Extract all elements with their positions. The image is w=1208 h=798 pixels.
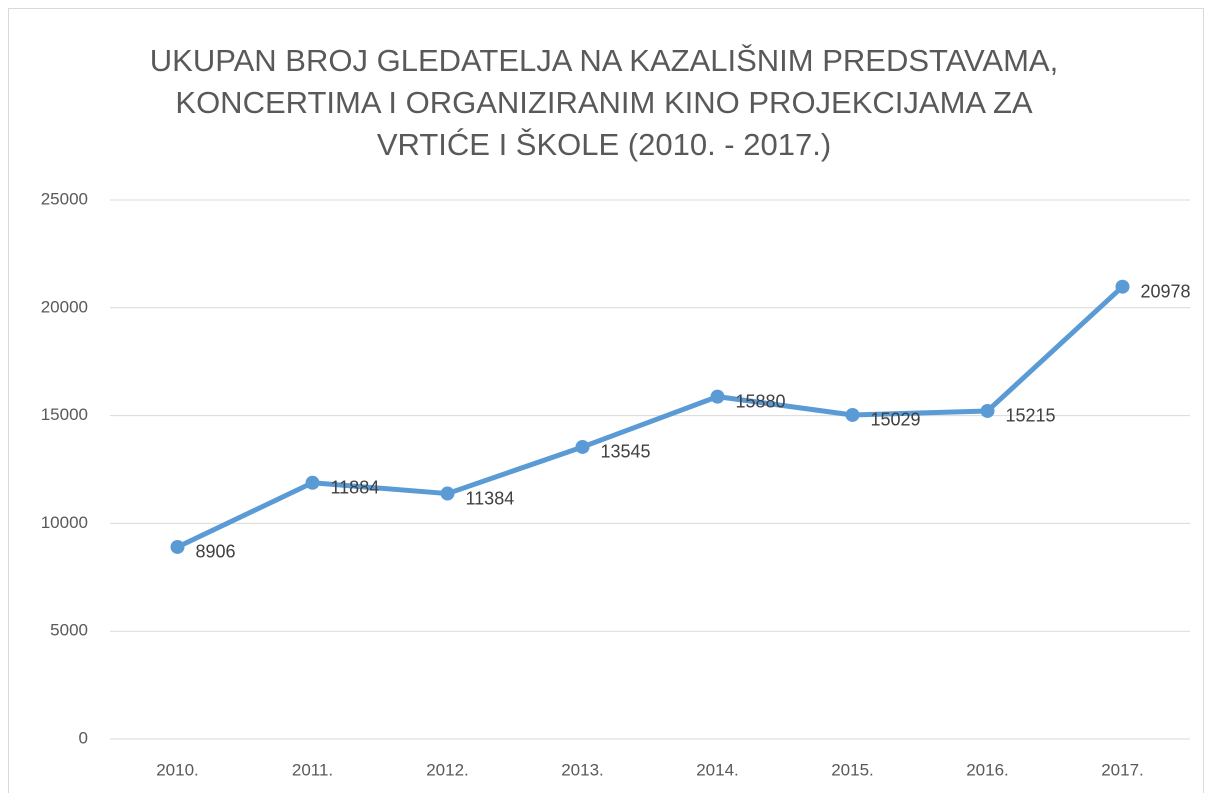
x-tick-label: 2013.	[561, 760, 604, 779]
marker	[710, 389, 725, 404]
chart-border	[8, 8, 1204, 798]
chart-title: UKUPAN BROJ GLEDATELJA NA KAZALIŠNIM PRE…	[150, 43, 1058, 78]
data-label: 11384	[466, 488, 515, 508]
marker	[980, 403, 995, 418]
x-tick-label: 2015.	[831, 760, 874, 779]
data-label: 15215	[1006, 406, 1056, 426]
marker	[575, 439, 590, 454]
marker	[440, 486, 455, 501]
x-tick-label: 2012.	[426, 760, 469, 779]
line	[176, 284, 1125, 550]
y-tick-label: 0	[79, 728, 88, 747]
x-tick-label: 2014.	[696, 760, 739, 779]
y-tick-label: 20000	[41, 297, 88, 316]
data-label: 13545	[601, 442, 651, 462]
data-label: 15029	[871, 410, 921, 430]
marker	[1115, 279, 1130, 294]
data-label: 11884	[331, 478, 380, 498]
chart-title: KONCERTIMA I ORGANIZIRANIM KINO PROJEKCI…	[175, 85, 1033, 120]
marker	[305, 475, 320, 490]
data-label: 15880	[736, 391, 786, 411]
y-tick-label: 5000	[50, 621, 88, 640]
y-tick-label: 25000	[41, 189, 88, 208]
x-tick-label: 2017.	[1101, 760, 1144, 779]
marker	[170, 539, 185, 554]
data-label: 20978	[1141, 281, 1191, 301]
data-label: 8906	[196, 542, 236, 562]
x-tick-label: 2016.	[966, 760, 1009, 779]
x-tick-label: 2011.	[292, 760, 333, 779]
y-tick-label: 10000	[41, 513, 88, 532]
y-tick-label: 15000	[41, 405, 88, 424]
marker	[845, 407, 860, 422]
chart-title: VRTIĆE I ŠKOLE (2010. - 2017.)	[377, 127, 831, 162]
x-tick-label: 2010.	[156, 760, 199, 779]
